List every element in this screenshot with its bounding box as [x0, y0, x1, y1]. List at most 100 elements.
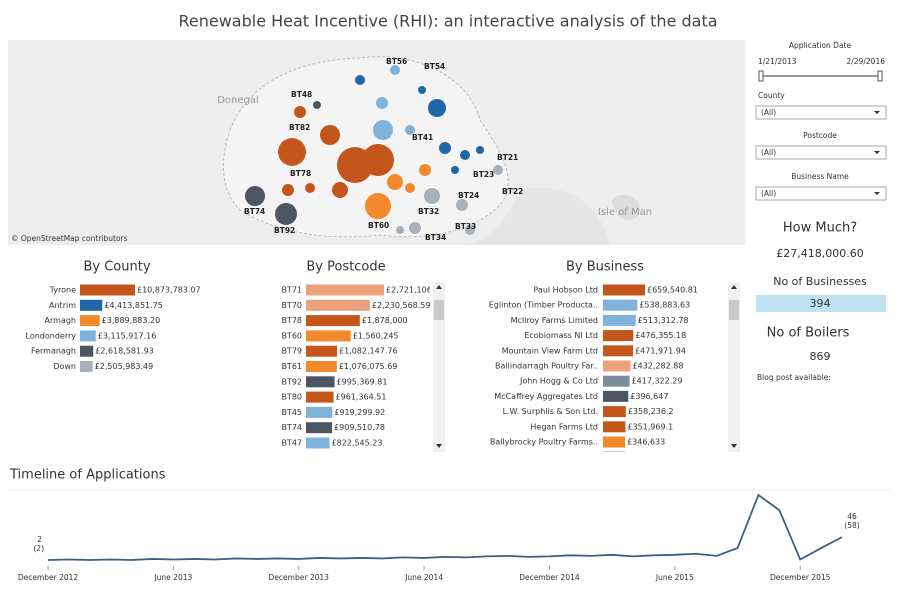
- dropdown[interactable]: [755, 105, 887, 120]
- map-label: BT32: [418, 207, 439, 216]
- bar: [306, 299, 370, 311]
- value-label: £919,299.92: [334, 408, 385, 417]
- category-label: BT74: [281, 423, 302, 432]
- category-label: BT79: [281, 347, 302, 356]
- map-label: BT24: [458, 191, 479, 200]
- map-attribution: © OpenStreetMap contributors: [11, 234, 128, 243]
- slider-handle[interactable]: [877, 70, 883, 82]
- category-label: Tyrone: [49, 286, 76, 295]
- point-label: 46: [847, 512, 857, 521]
- summary-value: £27,418,000.60: [776, 247, 863, 260]
- map-label: BT74: [244, 207, 265, 216]
- filter-label: Business Name: [791, 172, 849, 181]
- value-label: £2,721,106.91: [386, 286, 445, 295]
- category-label: BT71: [281, 286, 302, 295]
- map[interactable]: Donegal Isle of Man BT56 BT54 BT48 BT82 …: [8, 40, 745, 245]
- value-label: £4,413,851.75: [104, 301, 163, 310]
- value-label: £1,082,147.76: [339, 347, 398, 356]
- category-label: Mountain View Farm Ltd: [502, 346, 598, 355]
- value-label: £396,647: [630, 392, 668, 401]
- summary: How Much? £27,418,000.60 No of Businesse…: [756, 221, 886, 382]
- bar: [80, 284, 135, 296]
- category-label: Paul Hobson Ltd: [533, 286, 598, 295]
- blog-note: Blog post available:: [757, 373, 831, 382]
- dropdown[interactable]: [755, 186, 887, 201]
- category-label: Armagh: [45, 316, 76, 325]
- value-label: £3,889,883.20: [102, 316, 161, 325]
- summary-label: How Much?: [783, 221, 857, 236]
- point-annotation: (2): [33, 544, 44, 553]
- value-label: £1,560,245: [353, 331, 399, 340]
- map-label: BT56: [386, 57, 407, 66]
- category-label: BT45: [281, 408, 302, 417]
- scrollbars[interactable]: [433, 282, 740, 452]
- value-label: £2,230,568.59: [372, 301, 431, 310]
- bar: [80, 361, 93, 372]
- bar: [306, 406, 333, 418]
- category-label: BT61: [281, 362, 302, 371]
- value-label: £10,873,783.07: [137, 286, 201, 295]
- summary-label: No of Businesses: [773, 275, 867, 288]
- highlight-box: [756, 295, 886, 312]
- bar: [306, 453, 329, 464]
- category-label: John Hogg & Co Ltd: [519, 377, 598, 386]
- chart-title: By County: [83, 260, 150, 275]
- chart-title: By Business: [566, 260, 644, 275]
- bar: [306, 315, 360, 327]
- slider-handle[interactable]: [758, 70, 764, 82]
- category-label: Fermanagh: [31, 347, 76, 356]
- map-label: BT22: [502, 187, 523, 196]
- line: [47, 493, 843, 561]
- value-label: £2,505,983.49: [95, 362, 154, 371]
- bar: [603, 345, 634, 357]
- filter-label: County: [758, 91, 785, 100]
- point-label: 2: [37, 535, 42, 544]
- category-label: BT70: [281, 301, 302, 310]
- value-label: £476,355.18: [635, 331, 686, 340]
- business-list: Paul Hobson Ltd £659,540.81 Eglinton (Timb…: [489, 284, 698, 462]
- bar: [306, 376, 335, 388]
- value-label: £351,969.1: [627, 422, 673, 431]
- category-label: Londonderry: [26, 331, 77, 340]
- category-label: Ballindarragh Poultry Far..: [495, 362, 598, 371]
- value-label: £822,545.23: [332, 439, 383, 448]
- category-label: BT78: [281, 316, 302, 325]
- value-label: £432,282.88: [633, 362, 684, 371]
- value-label: £659,540.81: [647, 286, 698, 295]
- dashboard-title: Renewable Heat Incentive (RHI): an inter…: [178, 12, 717, 31]
- postcode-list: BT71 £2,721,106.91 BT70 £2,230,568.59 BT78 £1…: [281, 284, 445, 464]
- x-tick-label: June 2015: [655, 573, 694, 582]
- bar: [80, 315, 100, 327]
- value-label: £513,312.78: [638, 316, 689, 325]
- value-label: £1,878,000: [362, 316, 408, 325]
- value-label: £1,076,075.69: [339, 362, 398, 371]
- x-tick-label: June 2014: [404, 573, 443, 582]
- bar: [306, 361, 337, 372]
- x-tick-label: December 2012: [18, 573, 79, 582]
- bar: [306, 422, 333, 434]
- category-label: BT80: [281, 393, 302, 402]
- category-label: McCaffrey Aggregates Ltd: [494, 392, 598, 401]
- map-label: BT34: [425, 233, 446, 242]
- x-tick-label: December 2014: [519, 573, 580, 582]
- dropdown[interactable]: [755, 145, 887, 160]
- value-label: £538,883.63: [639, 301, 690, 310]
- map-label: BT54: [424, 62, 445, 71]
- bar: [603, 421, 626, 433]
- category-label: L.W. Surphlis & Son Ltd.: [503, 407, 598, 416]
- chart-title: By Postcode: [306, 260, 385, 275]
- map-label: BT60: [368, 221, 389, 230]
- value-label: £358,236.2: [628, 407, 674, 416]
- chart-title: Timeline of Applications: [9, 468, 166, 483]
- category-label: Antrim: [49, 301, 76, 310]
- value-label: £343,784.7: [627, 453, 673, 462]
- dropdown-value: (All): [761, 108, 776, 117]
- bar: [603, 375, 630, 387]
- category-label: McIlroy Farms Limited: [511, 316, 598, 325]
- bar: [603, 330, 634, 342]
- value-label: £909,510.78: [334, 423, 385, 432]
- bar: [306, 345, 338, 357]
- bar: [306, 330, 351, 342]
- bar: [603, 299, 638, 311]
- category-label: BT60: [281, 331, 302, 340]
